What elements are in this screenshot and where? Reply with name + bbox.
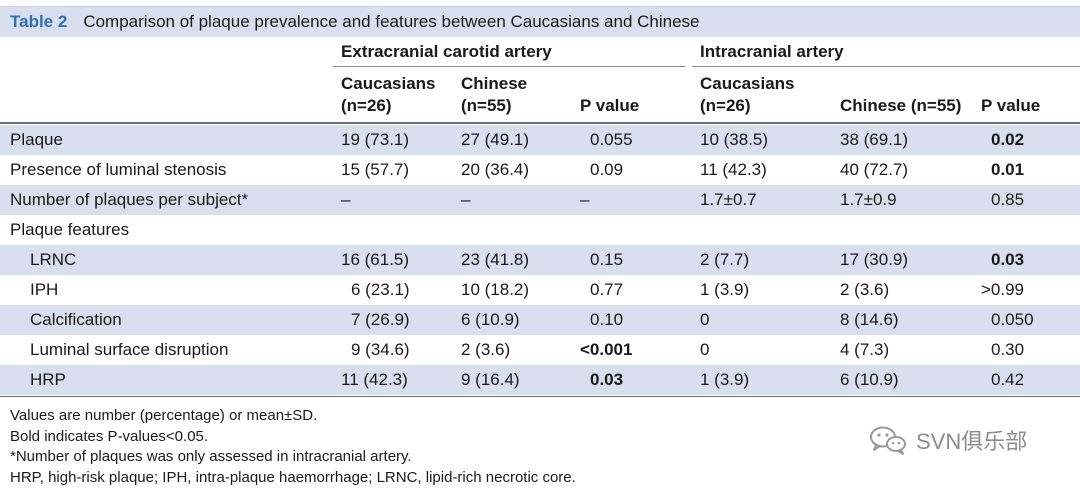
cell-ext-caucasians: 11 (42.3)	[341, 365, 408, 395]
cell-int-chinese: 1.7±0.9	[840, 185, 897, 215]
cell-ext-chinese: 6 (10.9)	[461, 305, 520, 335]
cell-int-caucasians: 0	[700, 305, 709, 335]
cell-int-caucasians: 11 (42.3)	[700, 155, 767, 185]
wechat-icon	[868, 424, 908, 456]
cell-ext-chinese: –	[461, 185, 470, 215]
group-header-extracranial: Extracranial carotid artery	[341, 42, 552, 62]
row-label: Luminal surface disruption	[30, 335, 228, 365]
cell-int-pvalue: 0.85	[991, 185, 1024, 215]
subheader-ext-chinese-line2: (n=55)	[461, 95, 527, 117]
row-label: IPH	[30, 275, 58, 305]
table-row-plaques-per-subject: Number of plaques per subject* – – – 1.7…	[0, 185, 1080, 215]
cell-ext-pvalue: 0.10	[590, 305, 623, 335]
subheader-int-chinese: Chinese (n=55)	[840, 95, 961, 117]
cell-ext-caucasians: –	[341, 185, 350, 215]
cell-ext-chinese: 9 (16.4)	[461, 365, 520, 395]
cell-int-caucasians: 1 (3.9)	[700, 365, 749, 395]
cell-ext-pvalue: 0.15	[590, 245, 623, 275]
cell-ext-chinese: 2 (3.6)	[461, 335, 510, 365]
row-label: HRP	[30, 365, 66, 395]
subheader-int-caucasians-line2: (n=26)	[700, 95, 795, 117]
table-footnotes: Values are number (percentage) or mean±S…	[10, 406, 576, 488]
subheader-ext-chinese: Chinese (n=55)	[461, 73, 527, 117]
table-row-hrp: HRP 11 (42.3) 9 (16.4) 0.03 1 (3.9) 6 (1…	[0, 365, 1080, 395]
table-label: Table 2	[10, 12, 67, 32]
group-header-intracranial: Intracranial artery	[700, 42, 844, 62]
cell-int-chinese: 40 (72.7)	[840, 155, 908, 185]
table-row-iph: IPH 6 (23.1) 10 (18.2) 0.77 1 (3.9) 2 (3…	[0, 275, 1080, 305]
subheader-ext-pvalue: P value	[580, 95, 639, 117]
cell-ext-pvalue: –	[580, 185, 589, 215]
subheader-int-caucasians-line1: Caucasians	[700, 73, 795, 95]
cell-ext-chinese: 27 (49.1)	[461, 125, 529, 155]
table-title: Comparison of plaque prevalence and feat…	[83, 12, 699, 32]
row-label: Number of plaques per subject*	[10, 185, 248, 215]
cell-int-chinese: 38 (69.1)	[840, 125, 908, 155]
cell-ext-pvalue: 0.03	[590, 365, 623, 395]
cell-int-caucasians: 2 (7.7)	[700, 245, 749, 275]
table-row-lrnc: LRNC 16 (61.5) 23 (41.8) 0.15 2 (7.7) 17…	[0, 245, 1080, 275]
cell-ext-caucasians: 15 (57.7)	[341, 155, 409, 185]
cell-ext-caucasians: 7 (26.9)	[351, 305, 410, 335]
cell-int-caucasians: 1.7±0.7	[700, 185, 757, 215]
cell-ext-pvalue: 0.09	[590, 155, 623, 185]
group-underline-intracranial	[692, 66, 1080, 67]
row-label: Plaque	[10, 125, 63, 155]
row-label: Presence of luminal stenosis	[10, 155, 226, 185]
cell-ext-caucasians: 19 (73.1)	[341, 125, 409, 155]
cell-int-chinese: 4 (7.3)	[840, 335, 889, 365]
table-bottom-rule	[0, 396, 1080, 397]
table-row-plaque: Plaque 19 (73.1) 27 (49.1) 0.055 10 (38.…	[0, 125, 1080, 155]
subheader-int-caucasians: Caucasians (n=26)	[700, 73, 795, 117]
row-label: Plaque features	[10, 215, 129, 245]
cell-int-chinese: 6 (10.9)	[840, 365, 899, 395]
cell-int-pvalue: 0.03	[991, 245, 1024, 275]
cell-ext-caucasians: 6 (23.1)	[351, 275, 410, 305]
table-row-luminal-stenosis: Presence of luminal stenosis 15 (57.7) 2…	[0, 155, 1080, 185]
cell-int-chinese: 2 (3.6)	[840, 275, 889, 305]
footnote: Bold indicates P-values<0.05.	[10, 427, 576, 448]
cell-int-pvalue: 0.02	[991, 125, 1024, 155]
cell-int-caucasians: 1 (3.9)	[700, 275, 749, 305]
header-divider	[0, 122, 1080, 124]
row-label: LRNC	[30, 245, 76, 275]
subheader-ext-caucasians: Caucasians (n=26)	[341, 73, 436, 117]
watermark-text: SVN俱乐部	[916, 424, 1027, 456]
cell-int-pvalue: 0.42	[991, 365, 1024, 395]
subheader-int-pvalue: P value	[981, 95, 1040, 117]
subheader-ext-chinese-line1: Chinese	[461, 73, 527, 95]
footnote: Values are number (percentage) or mean±S…	[10, 406, 576, 427]
cell-ext-caucasians: 16 (61.5)	[341, 245, 409, 275]
table-row-surface-disruption: Luminal surface disruption 9 (34.6) 2 (3…	[0, 335, 1080, 365]
cell-int-pvalue: 0.050	[991, 305, 1034, 335]
footnote: HRP, high-risk plaque; IPH, intra-plaque…	[10, 468, 576, 488]
cell-int-pvalue: >0.99	[981, 275, 1024, 305]
table-title-bar: Table 2 Comparison of plaque prevalence …	[0, 6, 1080, 37]
table-row-plaque-features: Plaque features	[0, 215, 1080, 245]
cell-ext-chinese: 23 (41.8)	[461, 245, 529, 275]
footnote: *Number of plaques was only assessed in …	[10, 447, 576, 468]
cell-ext-pvalue: 0.055	[590, 125, 633, 155]
subheader-ext-caucasians-line2: (n=26)	[341, 95, 436, 117]
cell-int-chinese: 8 (14.6)	[840, 305, 899, 335]
watermark: SVN俱乐部	[868, 424, 1027, 456]
cell-ext-caucasians: 9 (34.6)	[351, 335, 410, 365]
cell-ext-pvalue: 0.77	[590, 275, 623, 305]
cell-ext-chinese: 20 (36.4)	[461, 155, 529, 185]
subheader-ext-caucasians-line1: Caucasians	[341, 73, 436, 95]
cell-int-caucasians: 10 (38.5)	[700, 125, 768, 155]
cell-ext-pvalue: <0.001	[580, 335, 632, 365]
table-row-calcification: Calcification 7 (26.9) 6 (10.9) 0.10 0 8…	[0, 305, 1080, 335]
cell-int-chinese: 17 (30.9)	[840, 245, 908, 275]
group-underline-extracranial	[333, 66, 685, 67]
cell-int-caucasians: 0	[700, 335, 709, 365]
cell-int-pvalue: 0.30	[991, 335, 1024, 365]
cell-ext-chinese: 10 (18.2)	[461, 275, 529, 305]
cell-int-pvalue: 0.01	[991, 155, 1024, 185]
row-label: Calcification	[30, 305, 122, 335]
